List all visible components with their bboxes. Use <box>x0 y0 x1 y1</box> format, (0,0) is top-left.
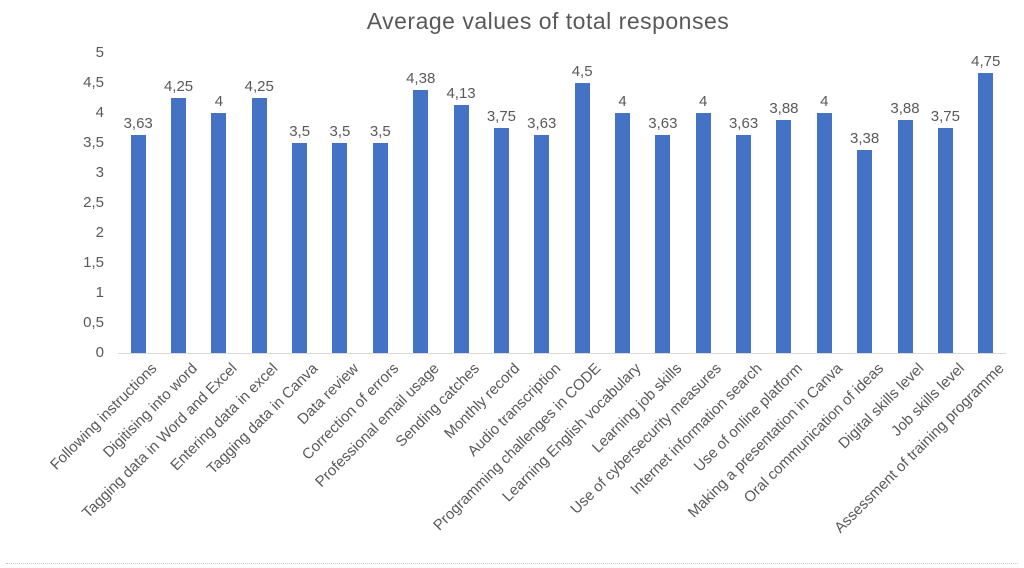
bar <box>332 143 348 353</box>
bar-slot: 4,5 Programming challenges in CODE <box>430 53 604 534</box>
bar-slot: 3,63 Audio transcription <box>464 53 564 460</box>
bar <box>251 98 267 353</box>
bar-slot: 3,88 Use of online platform <box>691 53 806 475</box>
bar-value-label: 3,88 <box>769 100 799 118</box>
bar <box>171 98 187 353</box>
bar-slot: 3,63 Following instructions <box>47 53 160 473</box>
bar <box>413 90 429 353</box>
bar-value-label: 3,63 <box>527 115 557 133</box>
y-axis-tick-label: 3,5 <box>83 134 104 151</box>
bar <box>292 143 308 353</box>
bar <box>695 113 711 353</box>
bar <box>534 135 550 353</box>
y-axis-tick-label: 5 <box>95 44 104 61</box>
bar-slot: 3,38 Oral communication of ideas <box>740 53 886 506</box>
bar <box>937 128 953 353</box>
y-axis-tick-label: 0,5 <box>83 314 104 331</box>
bar-slot: 4,13 Sending catches <box>393 53 483 450</box>
y-axis-tick-label: 4 <box>95 104 104 121</box>
bar-slot: 3,75 Job skills level <box>888 53 968 440</box>
bar-value-label: 4,75 <box>971 53 1001 70</box>
y-axis-tick-label: 4,5 <box>83 74 104 91</box>
bar-slot: 4 Use of cybersecurity measures <box>568 53 726 518</box>
bar-value-label: 3,38 <box>850 130 880 148</box>
bar-slot: 4 Tagging data in Word and Excel <box>79 53 241 522</box>
bar-slot: 4,25 Digitising into word <box>100 53 201 461</box>
bar-slot: 4 Learning English vocabulary <box>499 53 644 505</box>
bar-value-label: 3,88 <box>890 100 920 118</box>
bar <box>816 113 832 353</box>
y-axis-tick-label: 2 <box>95 224 104 241</box>
bar-value-label: 3,5 <box>289 123 311 140</box>
bar <box>978 73 994 353</box>
bar-slot: 3,5 Tagging data in Canva <box>204 53 322 478</box>
bar-value-label: 3,75 <box>486 108 517 125</box>
bar-value-label: 3,5 <box>369 123 391 140</box>
bar-value-label: 4 <box>618 93 627 110</box>
bar-value-label: 4,5 <box>571 63 593 80</box>
bar-value-label: 4,13 <box>446 85 476 103</box>
bar-value-label: 3,63 <box>648 115 678 133</box>
bar <box>655 135 671 353</box>
bar <box>614 113 630 353</box>
bar-slot: 4,75 Assessment of training programme <box>831 53 1008 537</box>
y-axis-tick-label: 0 <box>95 344 104 361</box>
bar-slot: 4 Making a presentation in Canva <box>685 53 846 521</box>
bar <box>736 135 752 353</box>
bar <box>211 113 227 353</box>
y-axis: 5 4,5 4 3,5 3 2,5 2 1,5 1 0,5 0 <box>0 44 104 361</box>
bar-value-label: 4 <box>820 93 829 110</box>
bar-slot: 3,75 Monthly record <box>441 53 523 442</box>
y-axis-tick-label: 1 <box>95 284 104 301</box>
bar-slot: 3,63 Learning job skills <box>589 53 685 456</box>
bar-slot: 3,63 Internet information search <box>627 53 765 498</box>
bar <box>574 83 590 353</box>
bar <box>493 128 509 353</box>
bar <box>372 143 388 353</box>
bar-slot: 3,5 Data review <box>294 53 362 428</box>
bar <box>776 120 792 353</box>
chart-bottom-border <box>6 563 1018 564</box>
bar-value-label: 3,5 <box>329 123 351 140</box>
bar <box>453 105 469 353</box>
bar-slot: 4,38 Professional email usage <box>312 53 443 490</box>
bar-value-label: 3,63 <box>123 115 153 133</box>
y-axis-tick-label: 1,5 <box>83 254 104 271</box>
y-axis-tick-label: 2,5 <box>83 194 104 211</box>
bar-slot: 3,88 Digital skills level <box>835 53 927 452</box>
bar-value-label: 4 <box>699 93 708 110</box>
bar-value-label: 4,25 <box>244 78 274 95</box>
bar-value-label: 3,75 <box>930 108 960 125</box>
bar-value-label: 4,25 <box>163 78 194 95</box>
bar-value-label: 4 <box>214 93 224 110</box>
bar-slot: 4,25 Entering data in excel <box>167 53 281 474</box>
y-axis-tick-label: 3 <box>95 164 104 181</box>
bar-slot: 3,5 Correction of errors <box>299 53 402 463</box>
bar <box>857 150 873 353</box>
chart-title: Average values of total responses <box>366 8 730 34</box>
x-axis-label: Tagging data in Word and Excel <box>79 360 241 522</box>
bar <box>130 135 146 353</box>
plot-area: 3,63 Following instructions 4,25 Digitising… <box>47 53 1008 537</box>
bar-value-label: 3,63 <box>728 115 759 133</box>
bar-value-label: 4,38 <box>406 70 436 88</box>
bar <box>897 120 913 353</box>
x-axis-line <box>118 353 1006 354</box>
